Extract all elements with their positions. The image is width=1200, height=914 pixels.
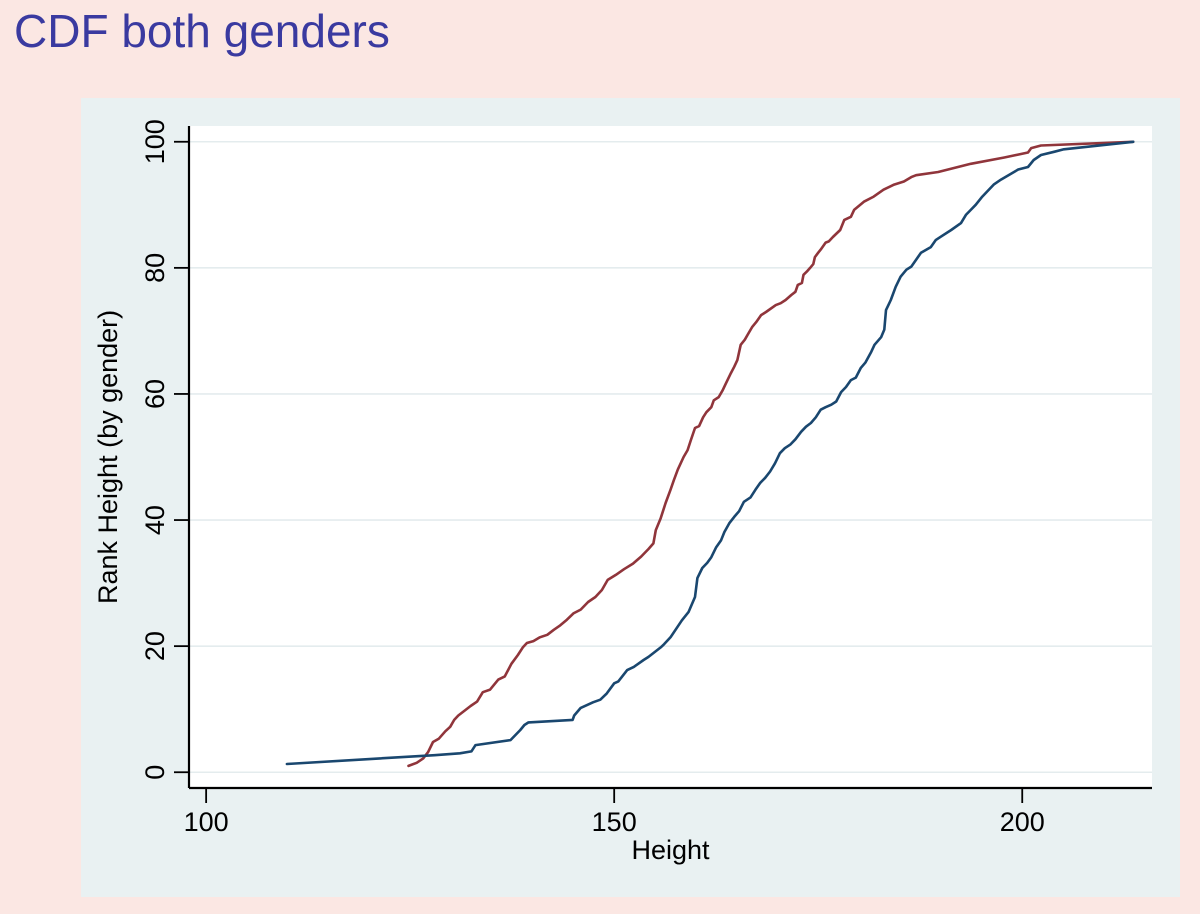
x-tick-label: 150	[592, 807, 637, 837]
stata-graph: 0 20 40 60 80 100 100 150 200 Rank Height (by ge…	[81, 98, 1180, 897]
cdf-chart: 0 20 40 60 80 100 100 150 200	[140, 119, 1152, 837]
y-tick-label: 40	[140, 505, 170, 535]
y-tick-label: 100	[140, 119, 170, 164]
cdf-line-maroon	[407, 140, 1135, 768]
y-tick-label: 0	[140, 765, 170, 780]
slide-title: CDF both genders	[14, 5, 390, 57]
y-tick-label: 20	[140, 631, 170, 661]
x-axis-title: Height	[631, 835, 710, 865]
x-tick-label: 200	[1000, 807, 1045, 837]
cdf-line-navy	[285, 140, 1135, 766]
y-axis-title: Rank Height (by gender)	[93, 309, 123, 605]
x-tick-label: 100	[184, 807, 229, 837]
y-tick-label: 80	[140, 253, 170, 283]
plot-area	[189, 126, 1152, 788]
y-tick-label: 60	[140, 379, 170, 409]
